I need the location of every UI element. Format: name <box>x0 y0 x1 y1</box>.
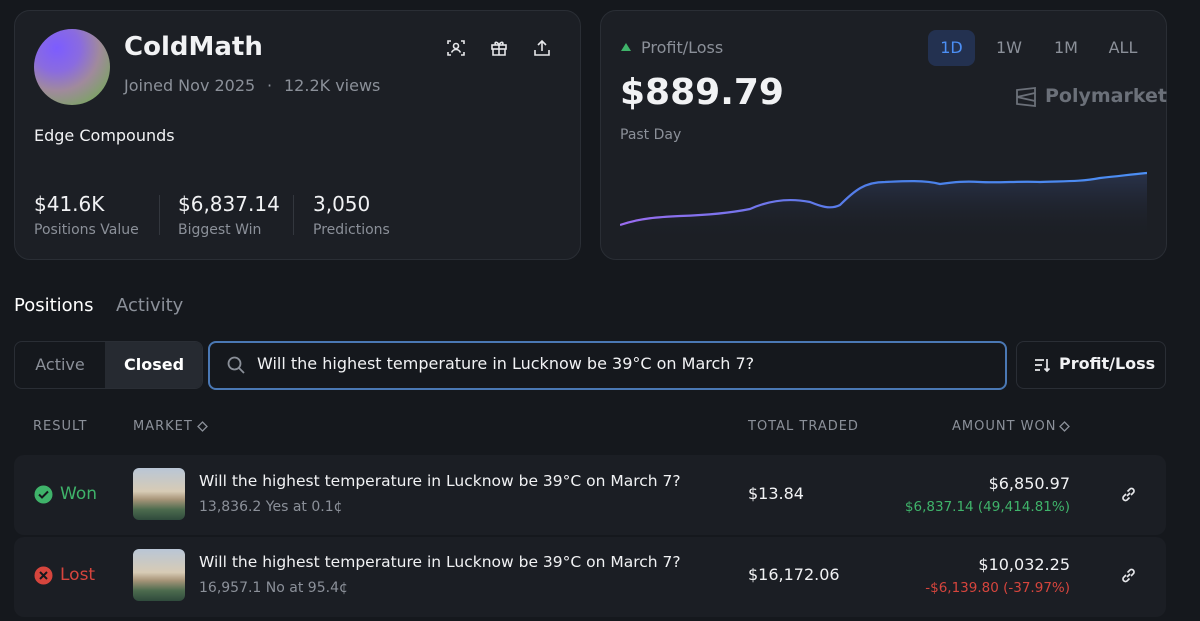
total-traded: $16,172.06 <box>748 565 840 584</box>
share-icon[interactable] <box>532 38 552 58</box>
sparkline-line <box>620 171 1147 227</box>
views: 12.2K views <box>284 76 381 95</box>
sort-icon <box>1035 359 1051 373</box>
link-icon[interactable] <box>1120 486 1137 503</box>
search-box[interactable] <box>208 341 1007 390</box>
market-title[interactable]: Will the highest temperature in Lucknow … <box>199 472 681 490</box>
profile-card <box>14 10 581 260</box>
total-traded: $13.84 <box>748 484 804 503</box>
column-header: RESULT <box>33 419 88 434</box>
brand-name: Polymarket <box>1045 85 1167 107</box>
tab[interactable]: Positions <box>14 295 94 316</box>
market-title[interactable]: Will the highest temperature in Lucknow … <box>199 553 681 571</box>
sparkline <box>620 171 1147 240</box>
range-button[interactable]: 1M <box>1054 38 1078 57</box>
avatar <box>34 29 110 105</box>
amount-won: $10,032.25 <box>978 555 1070 574</box>
filter-option[interactable]: Active <box>35 355 85 374</box>
search-icon <box>227 356 245 374</box>
tab[interactable]: Activity <box>116 295 184 316</box>
scan-icon[interactable] <box>446 38 466 58</box>
amount-change: -$6,139.80 (-37.97%) <box>925 580 1070 596</box>
column-header: TOTAL TRADED <box>748 419 859 434</box>
position-row[interactable] <box>14 455 1166 535</box>
filter-group: Active Closed <box>14 341 203 389</box>
stat-label: Predictions <box>313 222 390 238</box>
stat-value: $41.6K <box>34 192 105 216</box>
market-thumbnail <box>133 468 185 520</box>
sparkline-area <box>620 173 1147 240</box>
sort-button[interactable] <box>1016 341 1166 389</box>
column-header[interactable]: MARKET <box>133 419 193 434</box>
divider <box>159 195 160 235</box>
position-row[interactable] <box>14 537 1166 617</box>
stat-label: Biggest Win <box>178 222 262 238</box>
separator: · <box>267 76 273 95</box>
range-button[interactable]: 1W <box>996 38 1022 57</box>
stat-value: 3,050 <box>313 192 371 216</box>
pnl-period: Past Day <box>620 127 682 143</box>
up-triangle <box>621 43 631 51</box>
market-detail: 13,836.2 Yes at 0.1¢ <box>199 499 343 515</box>
link-icon[interactable] <box>1120 567 1137 584</box>
column-header[interactable]: AMOUNT WON <box>952 419 1057 434</box>
bio: Edge Compounds <box>34 126 175 145</box>
pnl-amount: $889.79 <box>620 72 784 113</box>
result: Lost <box>60 565 96 585</box>
range-button[interactable]: ALL <box>1108 38 1138 57</box>
gift-icon[interactable] <box>489 38 509 58</box>
sort-diamond <box>197 421 208 432</box>
filter-option[interactable]: Closed <box>105 342 202 388</box>
won-icon <box>34 485 53 504</box>
lost-icon <box>34 566 53 585</box>
search-text[interactable]: Will the highest temperature in Lucknow … <box>257 354 755 373</box>
profile-name: ColdMath <box>124 32 263 62</box>
joined: Joined Nov 2025 <box>124 76 256 95</box>
divider <box>293 195 294 235</box>
sort-diamond <box>1059 421 1070 432</box>
range-button[interactable]: 1D <box>928 30 975 66</box>
pnl-label: Profit/Loss <box>641 38 724 57</box>
amount-won: $6,850.97 <box>988 474 1070 493</box>
amount-change: $6,837.14 (49,414.81%) <box>904 499 1070 515</box>
stat-label: Positions Value <box>34 222 139 238</box>
result: Won <box>60 484 97 504</box>
brand-logo <box>1016 86 1036 108</box>
market-detail: 16,957.1 No at 95.4¢ <box>199 580 348 596</box>
sort-label[interactable]: Profit/Loss <box>1059 354 1156 373</box>
market-thumbnail <box>133 549 185 601</box>
stat-value: $6,837.14 <box>178 192 280 216</box>
